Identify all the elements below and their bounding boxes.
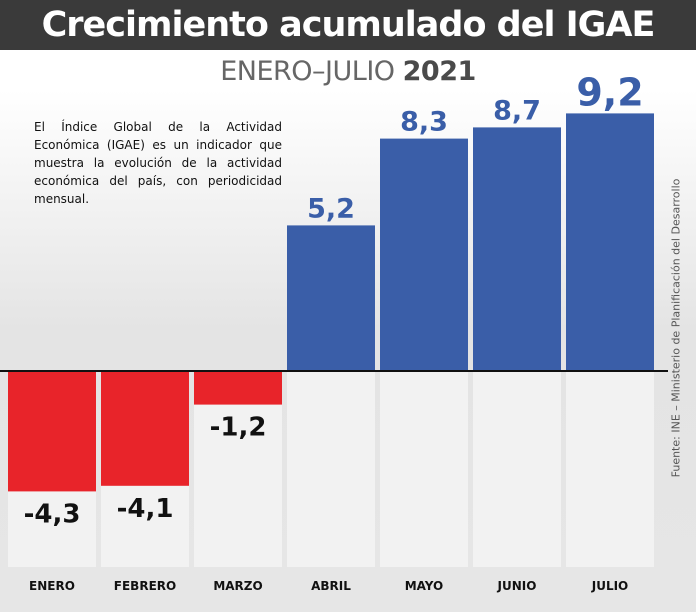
bar (380, 138, 468, 371)
subtitle-period: ENERO–JULIO (220, 56, 395, 87)
data-label: -4,3 (24, 499, 81, 529)
column-background (473, 371, 561, 567)
column-background (566, 371, 654, 567)
bar (101, 371, 189, 486)
bar (194, 371, 282, 405)
category-label: MAYO (405, 579, 444, 593)
data-label: -4,1 (117, 494, 174, 524)
column-background (380, 371, 468, 567)
data-label: 8,3 (400, 107, 448, 138)
category-label: MARZO (213, 579, 262, 593)
category-label: JULIO (591, 579, 629, 593)
data-label: -1,2 (210, 413, 267, 443)
bar (566, 113, 654, 372)
bar (473, 127, 561, 372)
chart-subtitle: ENERO–JULIO 2021 (0, 56, 696, 87)
category-label: FEBRERO (114, 579, 176, 593)
chart-description: El Índice Global de la Actividad Económi… (34, 120, 282, 206)
data-label: 5,2 (307, 193, 355, 224)
chart-title: Crecimiento acumulado del IGAE (0, 0, 696, 50)
data-label: 8,7 (493, 95, 541, 126)
bar (8, 371, 96, 492)
category-label: JUNIO (497, 579, 537, 593)
column-background (287, 371, 375, 567)
subtitle-year: 2021 (402, 56, 477, 87)
category-label: ENERO (29, 579, 75, 593)
data-label: 9,2 (576, 70, 643, 114)
bar (287, 225, 375, 371)
category-label: ABRIL (311, 579, 351, 593)
